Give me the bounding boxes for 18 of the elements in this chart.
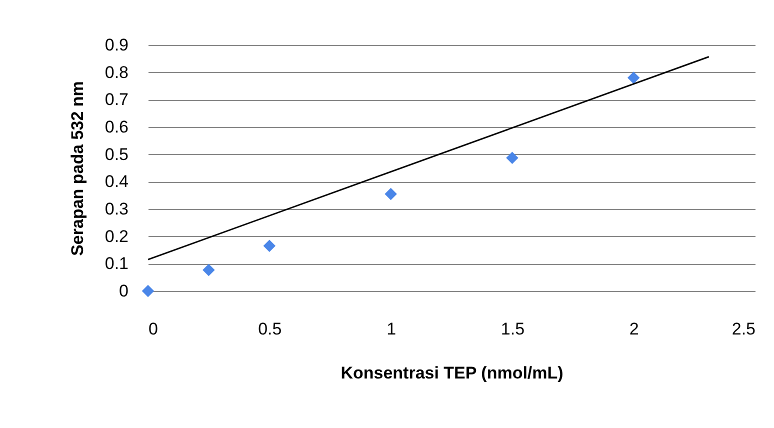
y-tick-label: 0.8 (104, 62, 128, 82)
y-tick-label: 0.4 (104, 172, 128, 192)
y-tick-label: 0.1 (104, 254, 128, 274)
y-axis-title: Serapan pada 532 nm (68, 81, 87, 256)
x-tick-label: 2.5 (732, 320, 756, 338)
x-tick-label: 1 (386, 320, 396, 338)
y-tick-label: 0.2 (104, 226, 128, 246)
y-tick-label: 0 (119, 282, 128, 300)
y-tick-label: 0.5 (104, 144, 128, 164)
y-tick-label: 0.3 (104, 200, 128, 218)
y-tick-label: 0.7 (104, 90, 128, 110)
x-tick-label: 0 (148, 320, 158, 338)
x-tick-label: 1.5 (500, 320, 525, 338)
y-tick-label: 0.9 (104, 36, 128, 54)
y-tick-label: 0.6 (104, 118, 128, 136)
x-tick-label: 0.5 (258, 320, 282, 338)
x-tick-label: 2 (629, 320, 639, 338)
x-axis-title: Konsentrasi TEP (nmol/mL) (340, 364, 564, 382)
